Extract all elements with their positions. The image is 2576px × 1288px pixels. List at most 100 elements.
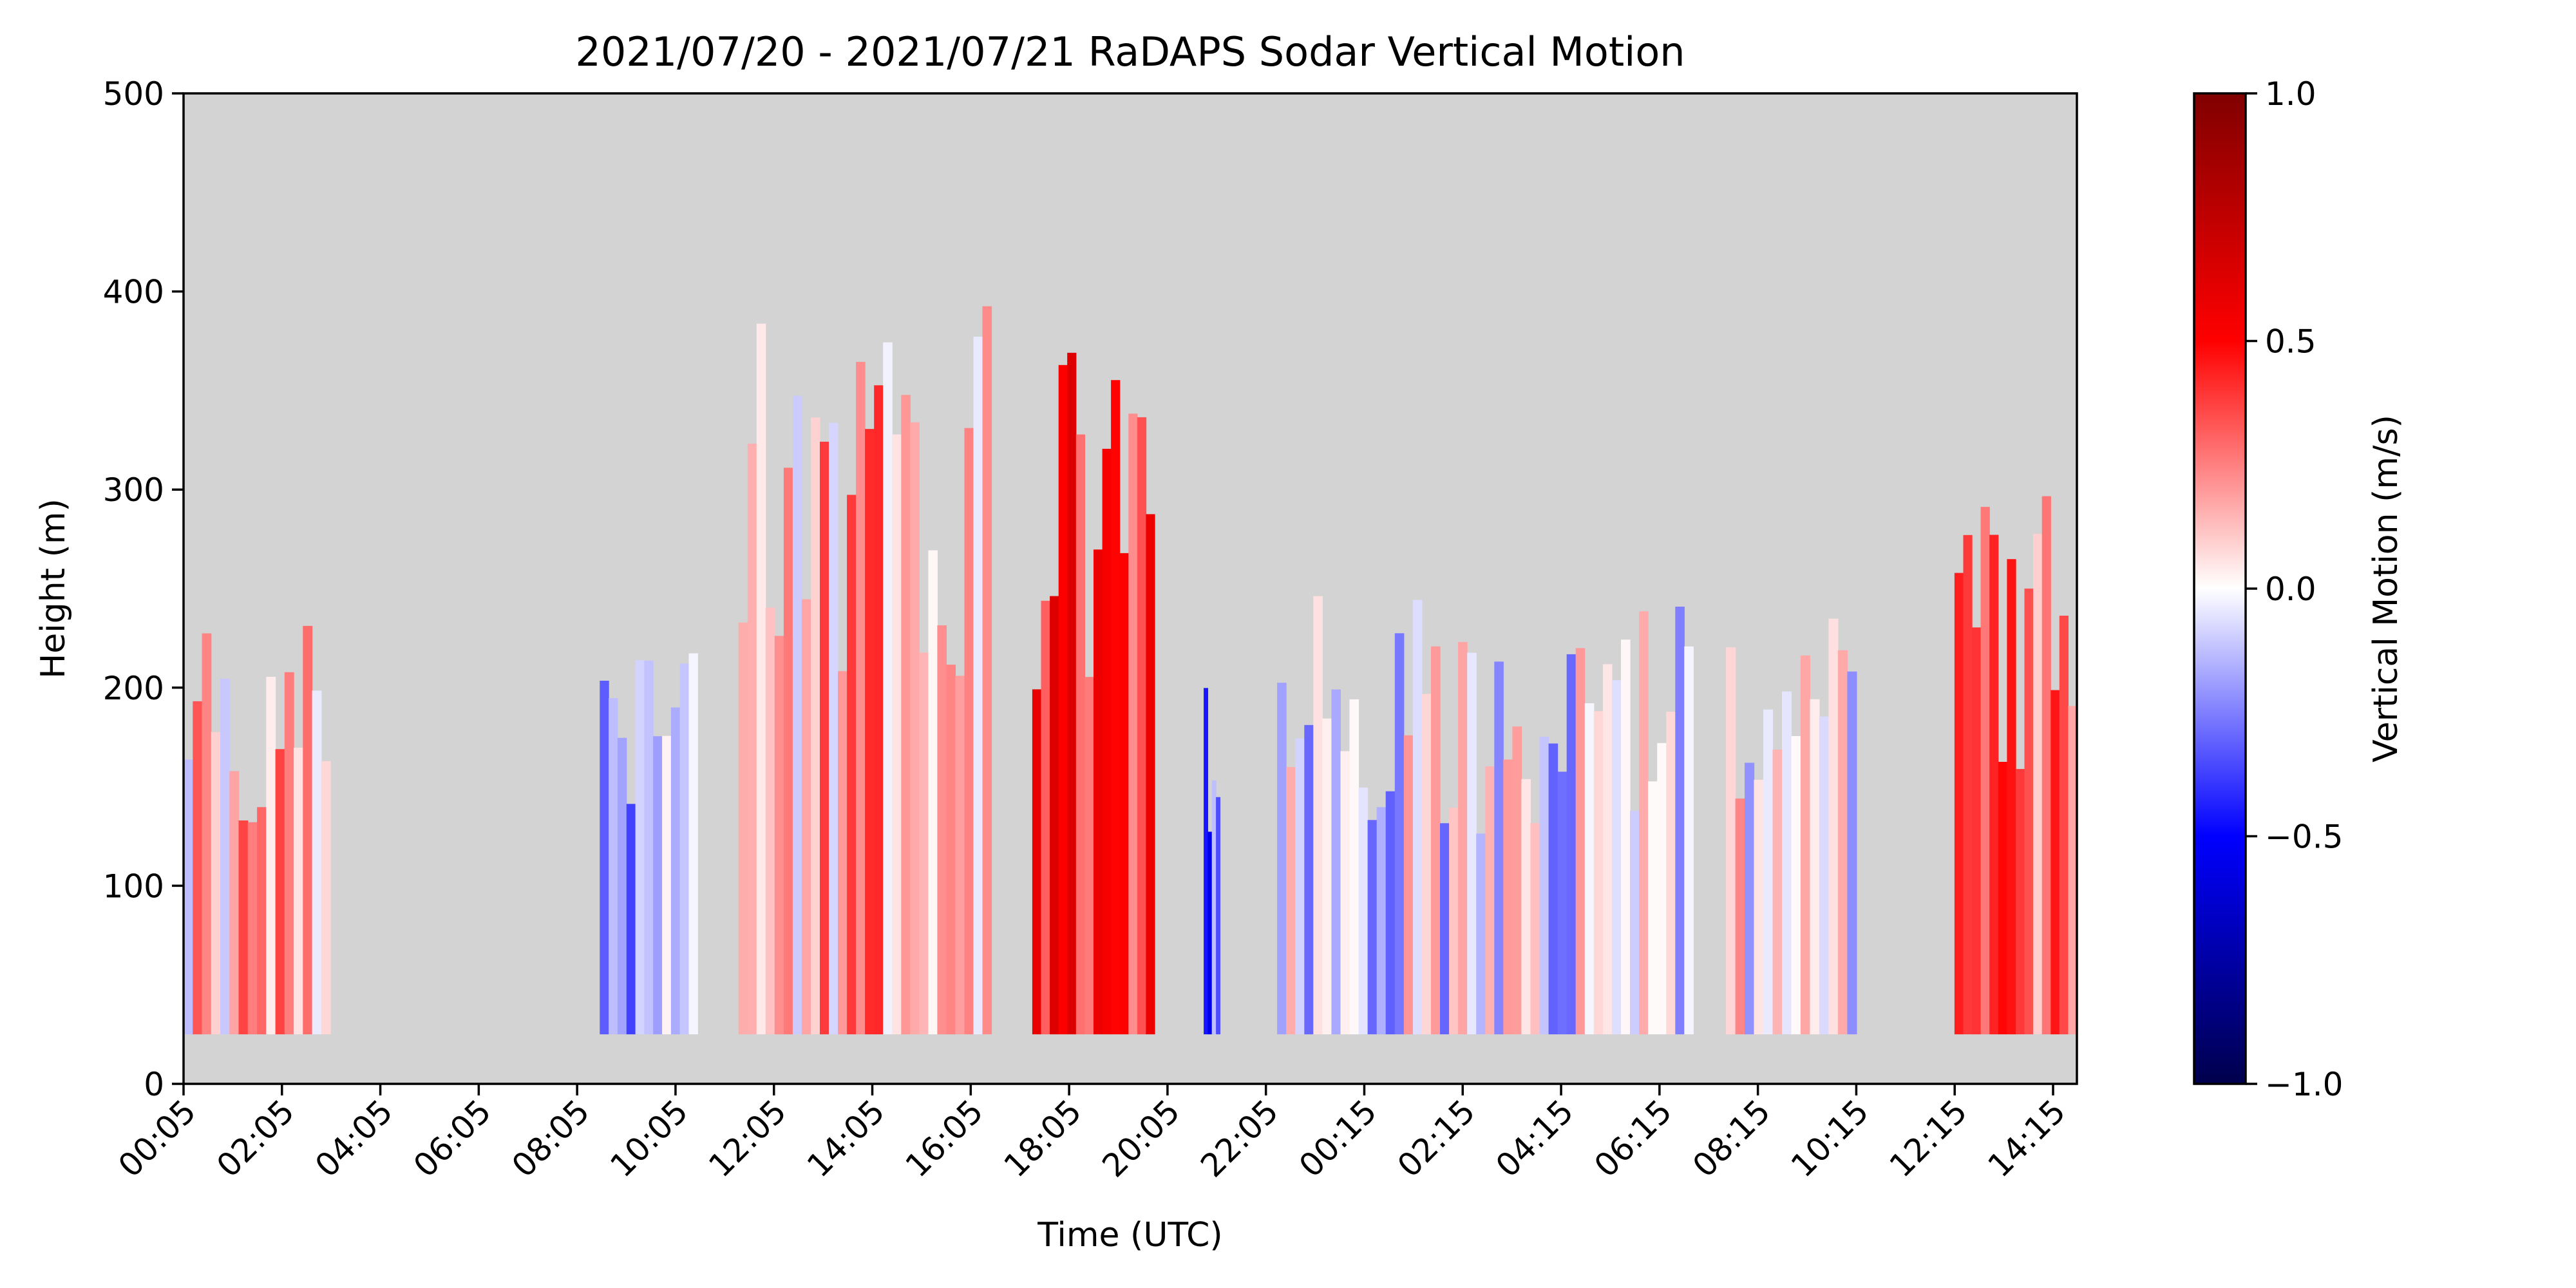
x-tick-label: 00:05 — [111, 1092, 204, 1184]
x-axis: 00:05 02:05 04:05 06:05 08:05 10:05 12:05 14:05… — [111, 1084, 2072, 1184]
heatmap-column — [1782, 691, 1792, 1035]
heatmap-column — [1512, 726, 1522, 1035]
y-tick-label: 500 — [103, 75, 164, 113]
heatmap-column — [738, 622, 748, 1035]
data-segment — [1032, 352, 1155, 1035]
x-tick-label: 06:05 — [406, 1092, 498, 1184]
heatmap-column — [1449, 808, 1459, 1035]
heatmap-column — [1963, 535, 1973, 1035]
heatmap-column — [2024, 588, 2034, 1035]
heatmap-column — [1128, 413, 1138, 1035]
y-axis-label: Height (m) — [34, 498, 73, 679]
heatmap-column — [955, 676, 965, 1035]
heatmap-column — [2033, 533, 2043, 1035]
heatmap-column — [792, 395, 802, 1035]
heatmap-column — [321, 761, 331, 1035]
x-tick-label: 08:15 — [1685, 1092, 1777, 1184]
heatmap-column — [220, 678, 230, 1035]
heatmap-column — [1485, 766, 1495, 1035]
heatmap-column — [1394, 633, 1405, 1035]
heatmap-column — [662, 735, 672, 1035]
heatmap-column — [811, 417, 820, 1035]
y-tick-label: 200 — [103, 670, 164, 707]
heatmap-column — [229, 771, 240, 1035]
heatmap-column — [1349, 699, 1359, 1035]
heatmap-column — [1819, 716, 1829, 1035]
colorbar-tick-label: 0.0 — [2265, 571, 2316, 608]
heatmap-layer — [184, 306, 2077, 1035]
heatmap-column — [1954, 573, 1964, 1035]
heatmap-column — [1998, 762, 2007, 1035]
heatmap-column — [653, 736, 663, 1035]
colorbar-tick-label: −1.0 — [2265, 1066, 2343, 1103]
heatmap-column — [1657, 743, 1667, 1035]
heatmap-column — [1050, 596, 1059, 1035]
chart-title: 2021/07/20 - 2021/07/21 RaDAPS Sodar Ver… — [575, 28, 1685, 75]
heatmap-column — [670, 707, 681, 1035]
heatmap-column — [1067, 352, 1077, 1035]
x-tick-label: 04:15 — [1489, 1092, 1581, 1184]
heatmap-column — [1421, 694, 1432, 1035]
heatmap-column — [946, 665, 956, 1035]
heatmap-column — [1286, 767, 1296, 1035]
heatmap-column — [1847, 671, 1857, 1035]
heatmap-column — [1041, 600, 1050, 1035]
heatmap-column — [1972, 627, 1982, 1035]
heatmap-column — [644, 660, 654, 1035]
heatmap-column — [1476, 833, 1486, 1035]
heatmap-column — [1075, 434, 1085, 1035]
heatmap-column — [609, 698, 618, 1035]
data-segment — [738, 306, 992, 1035]
heatmap-column — [1530, 823, 1540, 1035]
heatmap-column — [1989, 535, 1999, 1035]
heatmap-column — [1295, 738, 1305, 1035]
y-tick-label: 0 — [144, 1066, 164, 1103]
heatmap-column — [1754, 779, 1764, 1035]
heatmap-column — [937, 625, 947, 1035]
heatmap-column — [1745, 762, 1755, 1035]
heatmap-column — [1458, 641, 1468, 1035]
heatmap-column — [284, 672, 294, 1035]
heatmap-column — [184, 759, 193, 1035]
heatmap-column — [747, 443, 757, 1035]
x-tick-label: 20:05 — [1095, 1092, 1187, 1184]
heatmap-column — [1810, 699, 1820, 1035]
heatmap-column — [238, 820, 249, 1035]
heatmap-column — [1322, 718, 1332, 1035]
heatmap-column — [820, 441, 829, 1035]
heatmap-column — [1584, 703, 1595, 1035]
plot-frame — [182, 92, 2078, 1085]
heatmap-column — [617, 737, 627, 1035]
data-segment — [184, 625, 331, 1035]
heatmap-column — [1593, 711, 1604, 1035]
y-tick-label: 400 — [103, 274, 164, 311]
heatmap-column — [211, 732, 221, 1035]
heatmap-column — [1675, 607, 1685, 1035]
data-segment — [1277, 596, 1694, 1035]
heatmap-column — [1403, 735, 1414, 1035]
y-axis: 0 100 200 300 400 500 — [103, 75, 184, 1103]
heatmap-column — [1494, 661, 1504, 1035]
heatmap-column — [1735, 798, 1745, 1035]
heatmap-column — [202, 633, 212, 1035]
heatmap-column — [1763, 709, 1774, 1035]
heatmap-column — [1557, 772, 1567, 1035]
x-tick-label: 18:05 — [997, 1092, 1089, 1184]
heatmap-column — [838, 671, 848, 1035]
heatmap-column — [1146, 514, 1155, 1035]
heatmap-column — [626, 804, 636, 1035]
heatmap-column — [883, 342, 893, 1035]
heatmap-column — [266, 676, 276, 1035]
heatmap-column — [1566, 654, 1577, 1035]
heatmap-column — [1611, 680, 1622, 1035]
colorbar-axis: −1.0 −0.5 0.0 0.5 1.0 — [2246, 75, 2343, 1103]
y-tick-label: 300 — [103, 471, 164, 509]
heatmap-column — [312, 690, 322, 1035]
y-tick-label: 100 — [103, 867, 164, 905]
heatmap-column — [2068, 706, 2077, 1035]
heatmap-column — [1621, 639, 1631, 1035]
heatmap-column — [1204, 688, 1208, 1035]
heatmap-column — [801, 599, 811, 1035]
